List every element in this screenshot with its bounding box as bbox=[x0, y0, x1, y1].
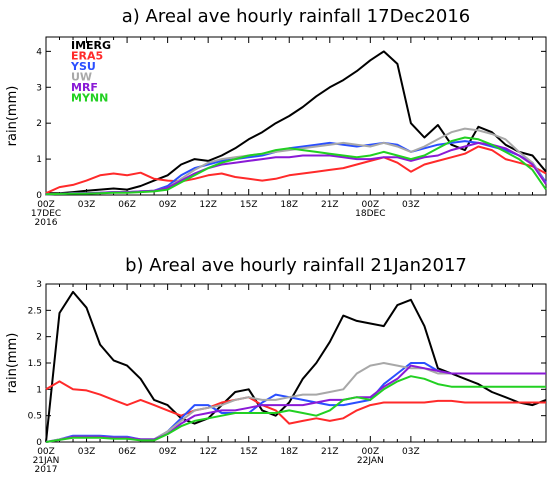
series-line-mynn bbox=[45, 136, 547, 196]
x-tick-label: 21Z bbox=[321, 447, 339, 457]
x-tick-label: 03Z bbox=[78, 200, 96, 210]
legend-entry-mynn: MYNN bbox=[71, 92, 108, 105]
x-tick-label: 22JAN bbox=[357, 456, 384, 466]
y-tick-label: 1 bbox=[36, 385, 42, 395]
y-tick-label: 3 bbox=[36, 280, 42, 290]
chart-title: a) Areal ave hourly rainfall 17Dec2016 bbox=[122, 6, 470, 27]
x-tick-label: 15Z bbox=[240, 200, 258, 210]
x-tick-label: 12Z bbox=[199, 200, 217, 210]
series-line-mynn bbox=[45, 375, 546, 443]
x-tick-label: 03Z bbox=[402, 200, 420, 210]
x-tick-label: 2016 bbox=[35, 218, 58, 228]
y-tick-label: 1.5 bbox=[28, 359, 42, 369]
x-tick-label: 03Z bbox=[78, 447, 96, 457]
y-tick-label: 2 bbox=[36, 119, 42, 129]
y-tick-label: 2.5 bbox=[28, 306, 42, 316]
x-tick-label: 18Z bbox=[280, 200, 298, 210]
y-tick-label: 1 bbox=[36, 155, 42, 165]
y-tick-label: 0 bbox=[36, 191, 42, 201]
x-tick-label: 06Z bbox=[118, 200, 136, 210]
x-tick-label: 06Z bbox=[118, 447, 136, 457]
x-tick-label: 21JAN bbox=[33, 456, 60, 466]
y-tick-label: 2 bbox=[36, 333, 42, 343]
legend-entry-uw: UW bbox=[71, 71, 92, 84]
legend-entry-mrf: MRF bbox=[71, 81, 98, 94]
x-tick-label: 00Z bbox=[362, 447, 380, 457]
x-tick-label: 15Z bbox=[240, 447, 258, 457]
chart-title: b) Areal ave hourly rainfall 21Jan2017 bbox=[125, 255, 467, 276]
x-tick-label: 18Z bbox=[280, 447, 298, 457]
legend-entry-imerg: IMERG bbox=[71, 39, 111, 52]
plot-frame bbox=[45, 36, 547, 196]
x-tick-label: 00Z bbox=[37, 200, 55, 210]
legend-entry-ysu: YSU bbox=[70, 60, 96, 73]
y-tick-label: 0.5 bbox=[28, 412, 42, 422]
chart-panel-a: a) Areal ave hourly rainfall 17Dec2016 ra… bbox=[5, 6, 547, 228]
x-tick-label: 12Z bbox=[199, 447, 217, 457]
x-tick-label: 03Z bbox=[402, 447, 420, 457]
series-line-era5 bbox=[45, 145, 547, 195]
chart-panel-b: b) Areal ave hourly rainfall 21Jan2017 ra… bbox=[5, 255, 547, 475]
legend-entry-era5: ERA5 bbox=[71, 50, 103, 63]
series-line-imerg bbox=[46, 50, 547, 195]
y-tick-label: 0 bbox=[36, 438, 42, 448]
x-tick-label: 17DEC bbox=[31, 209, 61, 219]
y-axis-label: rain(mm) bbox=[5, 333, 20, 394]
series-line-era5 bbox=[45, 380, 546, 425]
y-axis-label: rain(mm) bbox=[5, 86, 20, 147]
x-tick-label: 09Z bbox=[159, 447, 177, 457]
x-tick-label: 00Z bbox=[362, 200, 380, 210]
series-line-imerg bbox=[45, 290, 547, 443]
y-tick-label: 4 bbox=[36, 47, 42, 57]
y-tick-label: 3 bbox=[36, 83, 42, 93]
x-tick-label: 18DEC bbox=[355, 209, 385, 219]
x-tick-label: 2017 bbox=[35, 465, 58, 475]
x-tick-label: 21Z bbox=[321, 200, 339, 210]
x-tick-label: 00Z bbox=[37, 447, 55, 457]
x-tick-label: 09Z bbox=[159, 200, 177, 210]
